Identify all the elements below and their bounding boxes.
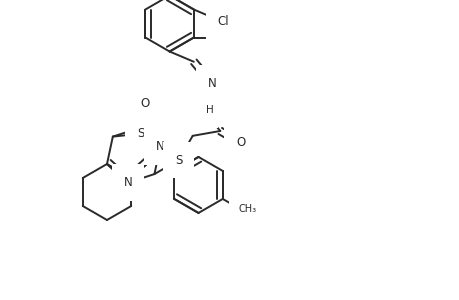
Text: N: N bbox=[123, 176, 132, 189]
Text: N: N bbox=[156, 140, 164, 153]
Text: H: H bbox=[206, 104, 214, 115]
Text: S: S bbox=[174, 154, 182, 166]
Text: S: S bbox=[137, 127, 144, 140]
Text: Cl: Cl bbox=[217, 15, 229, 28]
Text: N: N bbox=[197, 103, 206, 116]
Text: Cl: Cl bbox=[220, 29, 231, 42]
Text: O: O bbox=[140, 97, 149, 110]
Text: CH₃: CH₃ bbox=[238, 204, 256, 214]
Text: O: O bbox=[236, 136, 245, 149]
Text: N: N bbox=[207, 77, 216, 90]
